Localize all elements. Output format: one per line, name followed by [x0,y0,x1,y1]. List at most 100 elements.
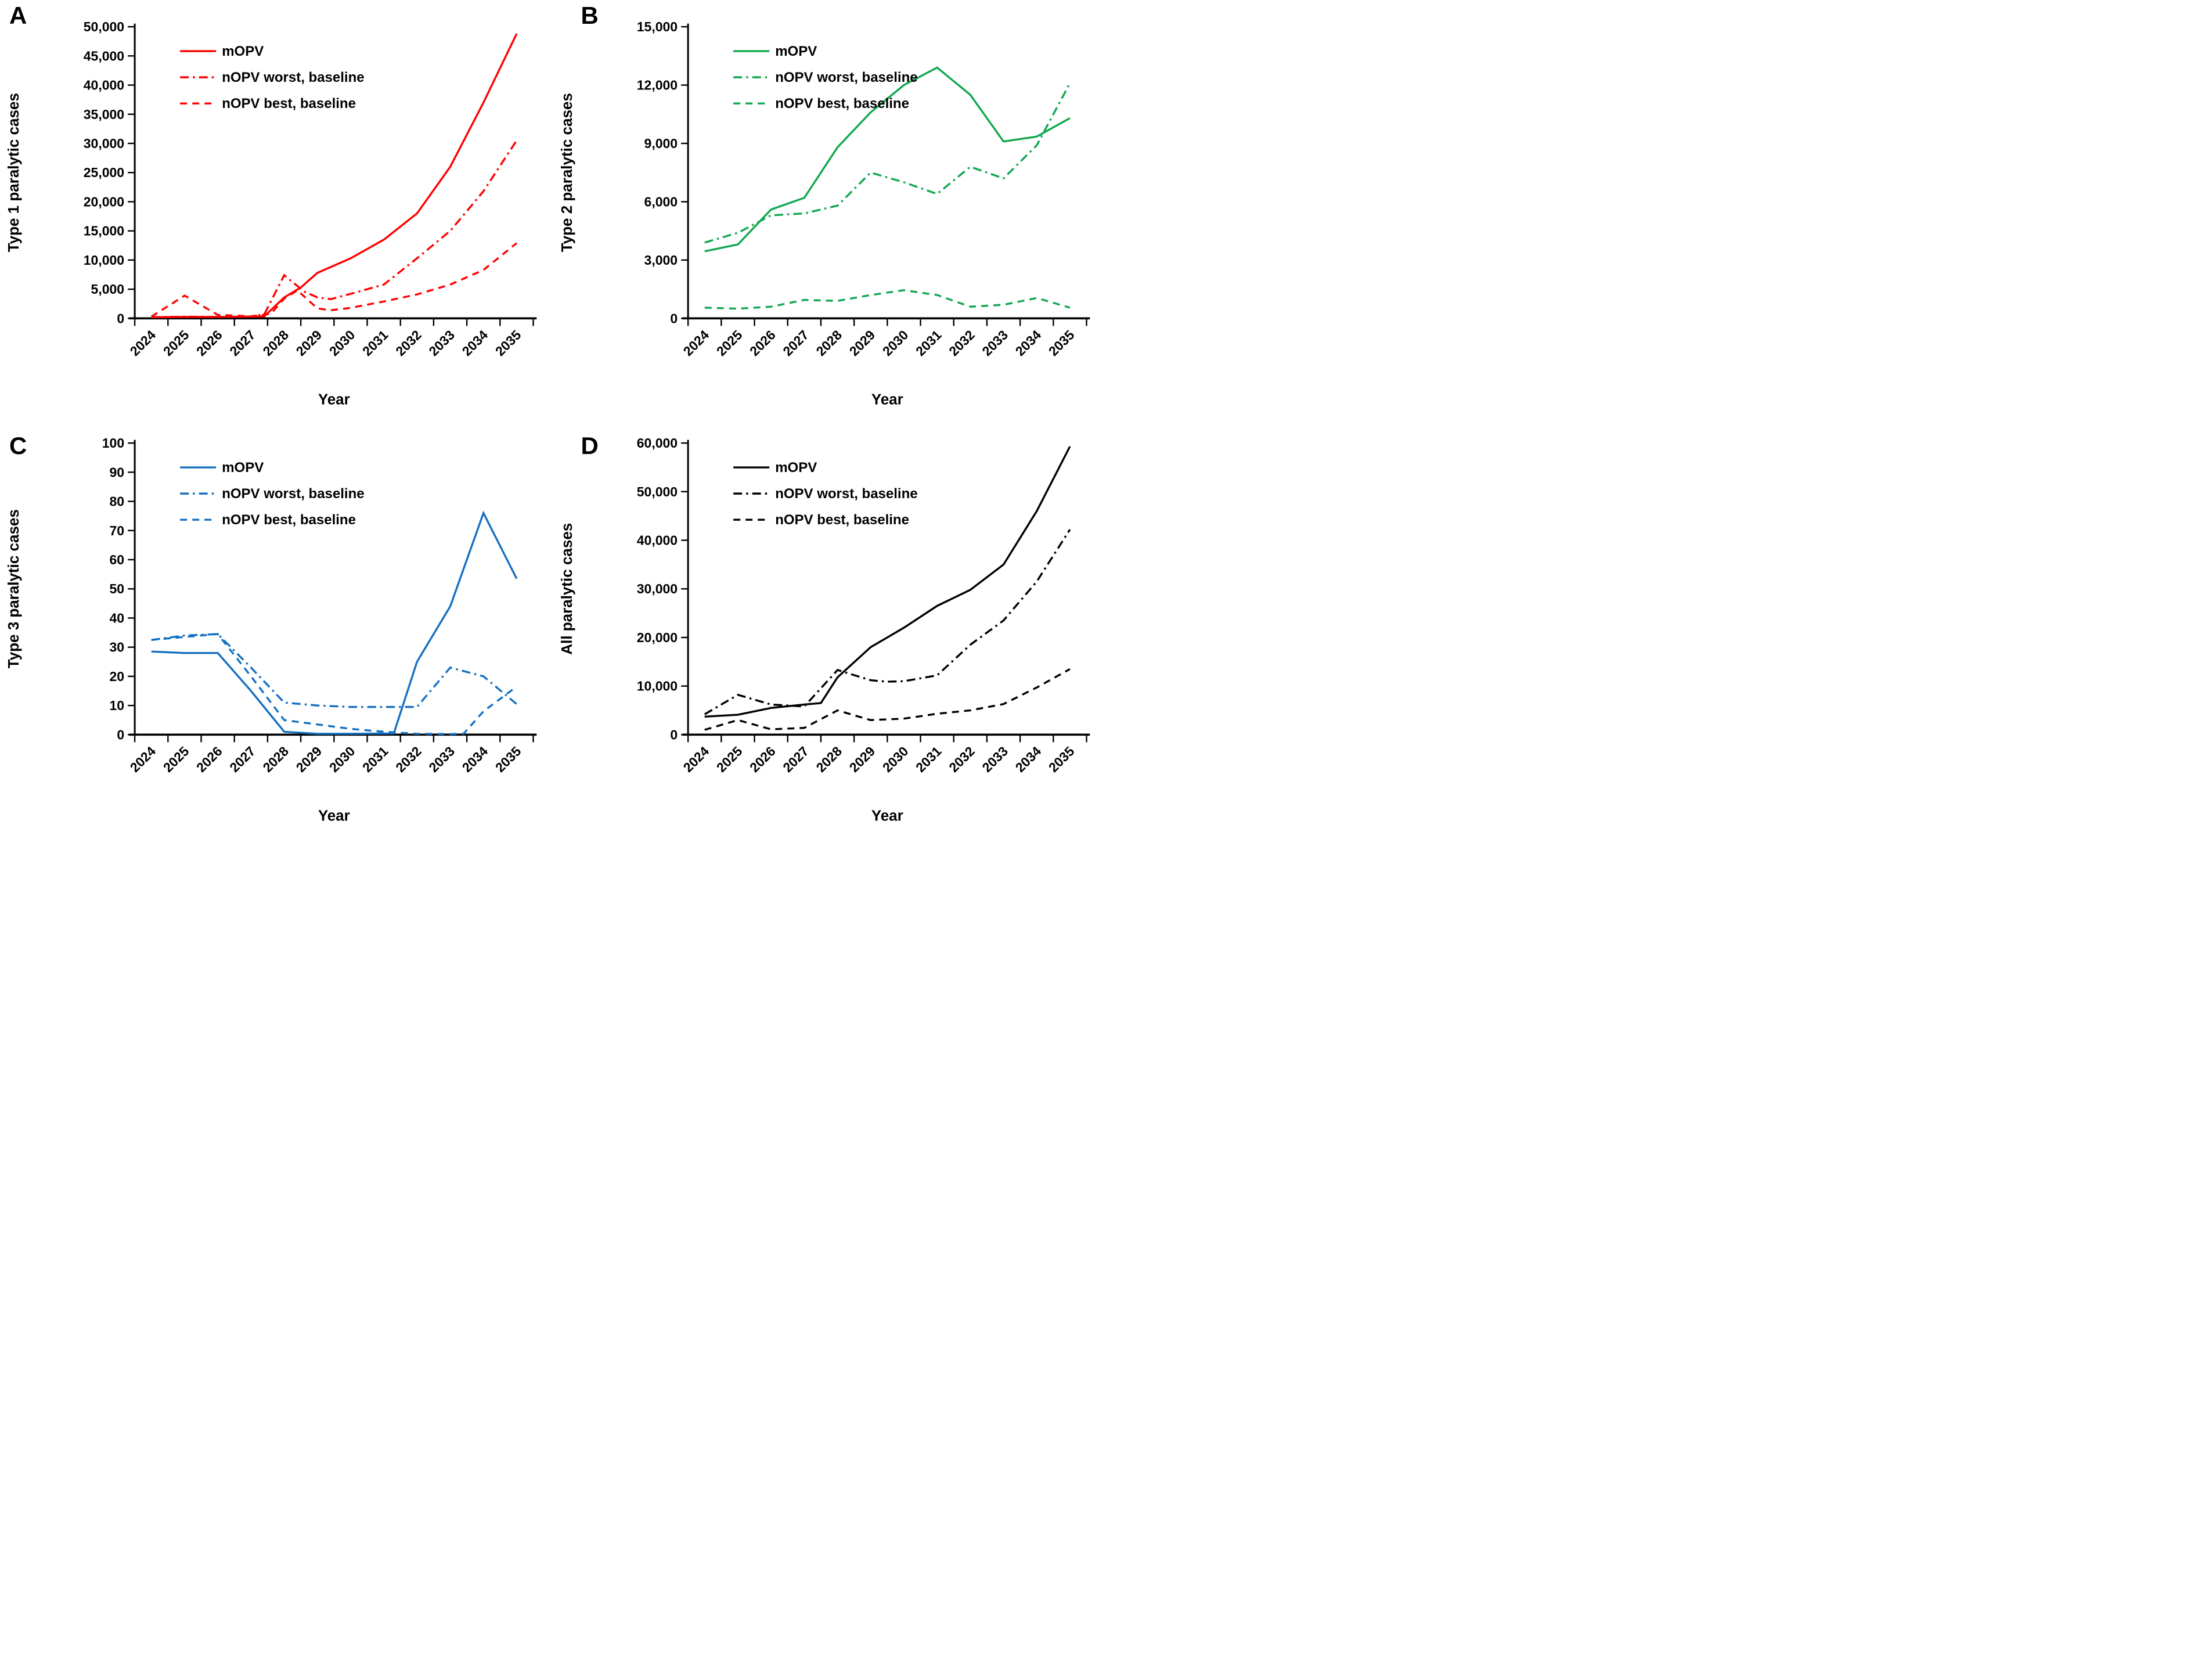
series-dash [704,289,1070,310]
axes [129,23,537,320]
series-dash [150,242,517,318]
y-tick-label: 30 [110,639,125,654]
y-tick-label: 12,000 [636,78,677,93]
x-tick-label: 2028 [813,327,845,359]
legend: mOPV nOPV worst, baseline nOPV best, basel… [733,460,917,528]
x-tick-label: 2033 [426,327,457,359]
x-tick-label: 2034 [459,327,491,359]
x-tick-label: 2033 [426,743,457,775]
legend-label: nOPV best, baseline [775,512,909,528]
y-axis-title: Type 1 paralytic cases [5,93,22,252]
y-tick-label: 0 [117,727,124,742]
x-tick-label: 2025 [160,327,192,359]
x-tick-label: 2030 [879,327,911,359]
x-tick-label: 2024 [127,743,159,775]
legend-label: mOPV [222,44,264,59]
y-tick-label: 10,000 [84,253,124,268]
x-tick-label: 2028 [260,743,291,775]
y-tick-label: 40 [110,610,125,625]
x-tick-label: 2035 [1045,327,1077,359]
series-solid [704,66,1071,253]
panel-c: C 0 10 20 30 40 50 60 70 80 90 100 2024 2025 2026 2027… [0,416,553,833]
y-ticks: 0 10 20 30 40 50 60 70 80 90 100 [102,435,135,742]
y-tick-label: 5,000 [91,282,125,297]
y-tick-label: 10,000 [636,678,677,693]
y-ticks: 0 5,000 10,000 15,000 20,000 25,000 30,000 35,0… [84,19,135,326]
y-tick-label: 15,000 [636,19,677,34]
x-tick-label: 2028 [260,327,291,359]
y-tick-label: 20 [110,668,125,683]
x-tick-label: 2032 [392,743,424,775]
series-lines [150,33,518,319]
y-tick-label: 40,000 [636,532,677,548]
panel-d: D 0 10,000 20,000 30,000 40,000 50,000 60,000 2… [553,416,1107,833]
y-tick-label: 10 [110,698,125,713]
legend: mOPV nOPV worst, baseline nOPV best, basel… [733,44,917,111]
x-tick-label: 2032 [392,327,424,359]
series-dash [151,632,517,735]
series-dashdot [151,140,518,319]
x-tick-label: 2026 [747,327,779,359]
series-solid [704,445,1071,718]
series-solid [151,510,518,735]
x-tick-label: 2035 [492,743,524,775]
x-tick-label: 2028 [813,743,845,775]
x-tick-label: 2035 [492,327,524,359]
y-tick-label: 20,000 [636,629,677,644]
y-axis-title: Type 2 paralytic cases [558,93,575,252]
y-tick-label: 50 [110,581,125,596]
x-tick-label: 2026 [193,743,225,775]
legend-label: nOPV worst, baseline [775,486,917,502]
y-tick-label: 9,000 [644,136,678,151]
x-tick-label: 2032 [946,743,978,775]
x-tick-label: 2035 [1045,743,1077,775]
x-ticks: 2024 2025 2026 2027 2028 2029 2030 2031 2032 2033… [127,734,534,775]
y-tick-label: 30,000 [636,581,677,596]
panel-d-chart: 0 10,000 20,000 30,000 40,000 50,000 60,000 202… [558,435,1090,824]
y-tick-label: 0 [670,311,678,326]
x-ticks: 2024 2025 2026 2027 2028 2029 2030 2031 2032 2033… [680,734,1087,775]
panel-d-letter: D [581,431,599,459]
x-tick-label: 2034 [1012,743,1044,775]
axes [682,440,1090,736]
legend-label: mOPV [775,44,817,59]
x-tick-label: 2033 [979,743,1011,775]
panel-b-letter: B [581,2,599,29]
axes [682,23,1090,320]
x-ticks: 2024 2025 2026 2027 2028 2029 2030 2031 2032 2033… [680,318,1087,359]
series-dashdot [704,82,1071,244]
y-tick-label: 15,000 [84,224,124,239]
x-tick-label: 2033 [979,327,1011,359]
x-tick-label: 2027 [226,327,258,359]
legend-label: nOPV worst, baseline [222,70,364,85]
y-tick-label: 25,000 [84,165,124,180]
y-tick-label: 60 [110,552,125,567]
legend: mOPV nOPV worst, baseline nOPV best, basel… [180,44,365,111]
y-tick-label: 40,000 [84,78,124,93]
y-tick-label: 6,000 [644,194,678,209]
axes [129,440,537,736]
x-tick-label: 2031 [359,743,391,775]
x-tick-label: 2034 [1012,327,1044,359]
x-tick-label: 2029 [846,327,878,359]
legend-label: nOPV best, baseline [775,96,909,111]
x-tick-label: 2034 [459,743,491,775]
y-ticks: 0 10,000 20,000 30,000 40,000 50,000 60,000 [636,435,688,742]
series-lines [151,510,518,735]
x-tick-label: 2024 [680,743,712,775]
x-tick-label: 2031 [913,743,945,775]
series-dashdot [151,632,517,708]
panel-a-chart: 0 5,000 10,000 15,000 20,000 25,000 30,000 35,0… [5,19,537,408]
x-axis-title: Year [318,390,350,408]
x-ticks: 2024 2025 2026 2027 2028 2029 2030 2031 2032 2033… [127,318,534,359]
x-tick-label: 2027 [780,743,812,775]
panel-a: A 0 5,000 10,000 15,000 20,000 25,000 30,000 35… [0,0,553,416]
legend-label: nOPV worst, baseline [775,70,917,85]
y-tick-label: 90 [110,464,125,480]
y-tick-label: 60,000 [636,435,677,451]
legend-label: mOPV [775,460,817,476]
x-tick-label: 2025 [160,743,192,775]
panel-c-letter: C [9,431,27,459]
x-tick-label: 2032 [946,327,978,359]
